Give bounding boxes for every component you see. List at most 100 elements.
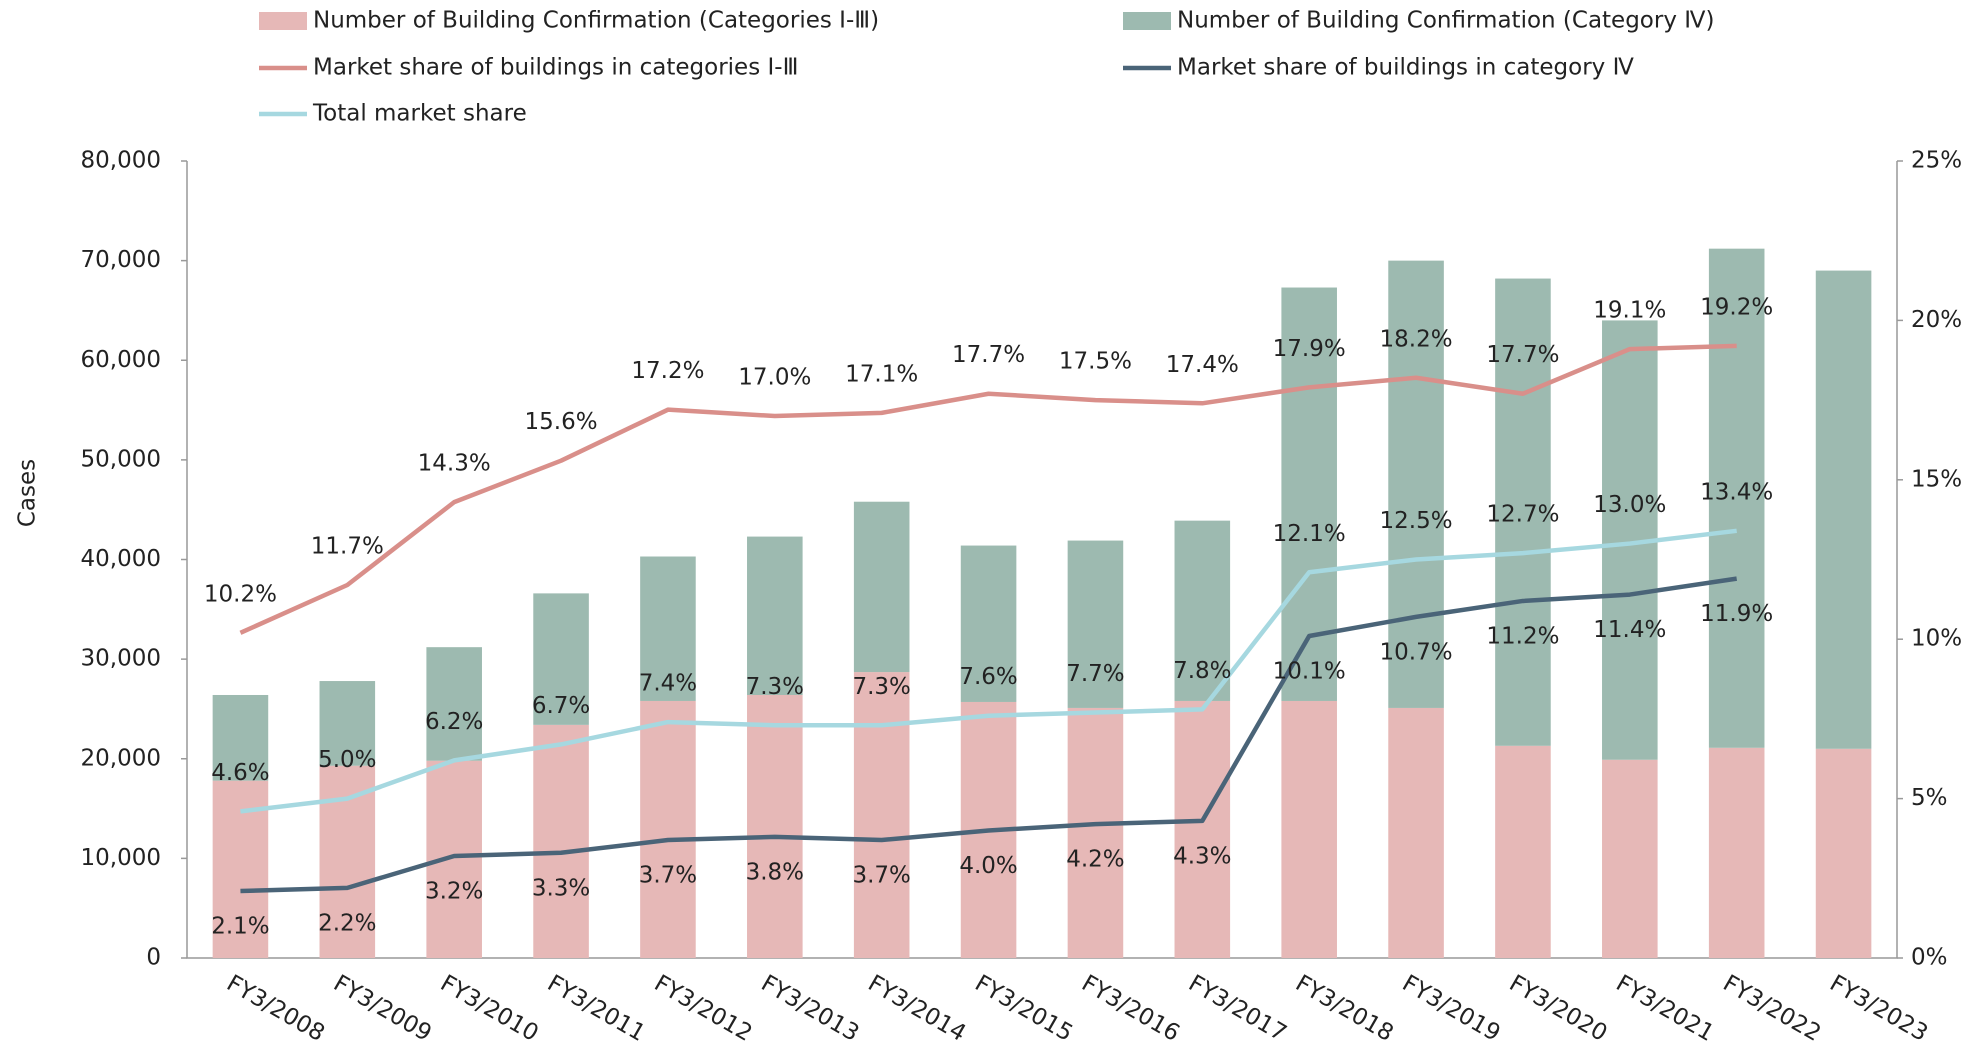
data-label: 5.0% bbox=[318, 747, 376, 773]
bar bbox=[426, 760, 482, 958]
data-label: 2.2% bbox=[318, 910, 376, 936]
data-label: 19.1% bbox=[1593, 298, 1666, 324]
bar bbox=[960, 545, 1017, 702]
bar bbox=[1174, 520, 1231, 701]
data-label: 12.1% bbox=[1273, 521, 1346, 547]
line bbox=[240, 576, 1738, 894]
x-tick-label: FY3/2012 bbox=[650, 970, 757, 1047]
bar bbox=[1281, 700, 1337, 958]
line bbox=[240, 528, 1737, 814]
data-label: 7.3% bbox=[852, 674, 910, 700]
x-tick-label: FY3/2020 bbox=[1505, 970, 1612, 1047]
x-tick-label: FY3/2015 bbox=[970, 970, 1077, 1047]
bar bbox=[1708, 747, 1765, 958]
bar bbox=[1495, 745, 1551, 958]
x-tick-label: FY3/2019 bbox=[1398, 970, 1505, 1047]
data-label: 7.6% bbox=[959, 664, 1017, 690]
x-tick-label: FY3/2009 bbox=[329, 970, 436, 1047]
data-label: 3.2% bbox=[425, 878, 483, 904]
legend-swatch bbox=[1123, 12, 1171, 30]
legend-label: Number of Building Confirmation (Categor… bbox=[1177, 8, 1714, 34]
x-tick-label: FY3/2010 bbox=[436, 970, 543, 1047]
y2-tick-label: 5% bbox=[1911, 785, 1948, 811]
data-label: 7.4% bbox=[639, 671, 697, 697]
y2-tick-label: 10% bbox=[1911, 626, 1962, 652]
y-tick-label: 0 bbox=[146, 945, 161, 971]
data-label: 11.2% bbox=[1486, 623, 1559, 649]
data-label: 7.8% bbox=[1173, 658, 1231, 684]
x-tick-label: FY3/2018 bbox=[1291, 970, 1398, 1047]
legend-swatch bbox=[259, 12, 307, 30]
data-label: 4.2% bbox=[1066, 847, 1124, 873]
bar bbox=[1708, 248, 1765, 748]
bar bbox=[1815, 270, 1872, 749]
data-label: 6.7% bbox=[532, 693, 590, 719]
data-label: 10.2% bbox=[204, 581, 277, 607]
legend-label: Total market share bbox=[312, 101, 527, 127]
data-label: 17.0% bbox=[738, 365, 811, 391]
y-tick-label: 10,000 bbox=[81, 845, 161, 871]
bar bbox=[1174, 700, 1231, 958]
x-tick-label: FY3/2014 bbox=[863, 970, 970, 1047]
y-tick-label: 60,000 bbox=[81, 347, 161, 373]
data-label: 18.2% bbox=[1380, 326, 1453, 352]
data-label: 7.3% bbox=[746, 674, 804, 700]
bar bbox=[1067, 707, 1124, 958]
bar bbox=[640, 700, 696, 958]
bar bbox=[1495, 278, 1551, 746]
x-tick-label: FY3/2017 bbox=[1184, 970, 1291, 1047]
bar bbox=[747, 694, 803, 958]
bar bbox=[212, 694, 269, 781]
bar bbox=[1067, 540, 1124, 708]
x-tick-label: FY3/2013 bbox=[757, 970, 864, 1047]
data-label: 12.5% bbox=[1380, 508, 1453, 534]
x-tick-label: FY3/2023 bbox=[1825, 970, 1932, 1047]
data-label: 13.0% bbox=[1593, 492, 1666, 518]
data-label: 14.3% bbox=[418, 451, 491, 477]
data-label: 11.7% bbox=[311, 534, 384, 560]
y2-tick-label: 25% bbox=[1911, 148, 1962, 174]
y-tick-label: 40,000 bbox=[81, 546, 161, 572]
bar bbox=[426, 647, 482, 761]
bar bbox=[1815, 748, 1872, 958]
bar bbox=[853, 672, 910, 958]
y-tick-label: 80,000 bbox=[81, 148, 161, 174]
bar bbox=[1388, 707, 1444, 958]
data-label: 17.9% bbox=[1273, 336, 1346, 362]
data-label: 4.6% bbox=[211, 760, 269, 786]
x-tick-label: FY3/2022 bbox=[1718, 970, 1825, 1047]
data-label: 17.7% bbox=[952, 342, 1025, 368]
legend-label: Number of Building Confirmation (Categor… bbox=[313, 8, 879, 34]
data-label: 17.5% bbox=[1059, 349, 1132, 375]
data-label: 13.4% bbox=[1700, 479, 1773, 505]
data-label: 10.1% bbox=[1273, 659, 1346, 685]
data-label: 10.7% bbox=[1380, 639, 1453, 665]
y-tick-label: 30,000 bbox=[81, 646, 161, 672]
bar bbox=[533, 593, 589, 725]
y2-tick-label: 0% bbox=[1911, 945, 1948, 971]
y-tick-label: 70,000 bbox=[81, 247, 161, 273]
bar bbox=[1602, 759, 1658, 958]
data-label: 11.9% bbox=[1700, 601, 1773, 627]
bar bbox=[747, 536, 803, 695]
bar bbox=[640, 556, 696, 701]
data-label: 6.2% bbox=[425, 709, 483, 735]
y-tick-label: 50,000 bbox=[81, 446, 161, 472]
data-label: 12.7% bbox=[1486, 502, 1559, 528]
x-tick-label: FY3/2008 bbox=[222, 970, 329, 1047]
data-label: 3.7% bbox=[852, 863, 910, 889]
legend-label: Market share of buildings in category Ⅳ bbox=[1177, 55, 1635, 81]
bar bbox=[853, 501, 910, 673]
x-tick-label: FY3/2011 bbox=[543, 970, 650, 1047]
data-label: 3.7% bbox=[639, 863, 697, 889]
bar bbox=[533, 724, 589, 958]
y2-tick-label: 15% bbox=[1911, 466, 1962, 492]
bar bbox=[1388, 260, 1444, 708]
data-label: 17.7% bbox=[1486, 342, 1559, 368]
y2-tick-label: 20% bbox=[1911, 307, 1962, 333]
line bbox=[239, 343, 1737, 635]
data-label: 4.3% bbox=[1173, 843, 1231, 869]
bar bbox=[319, 681, 376, 766]
